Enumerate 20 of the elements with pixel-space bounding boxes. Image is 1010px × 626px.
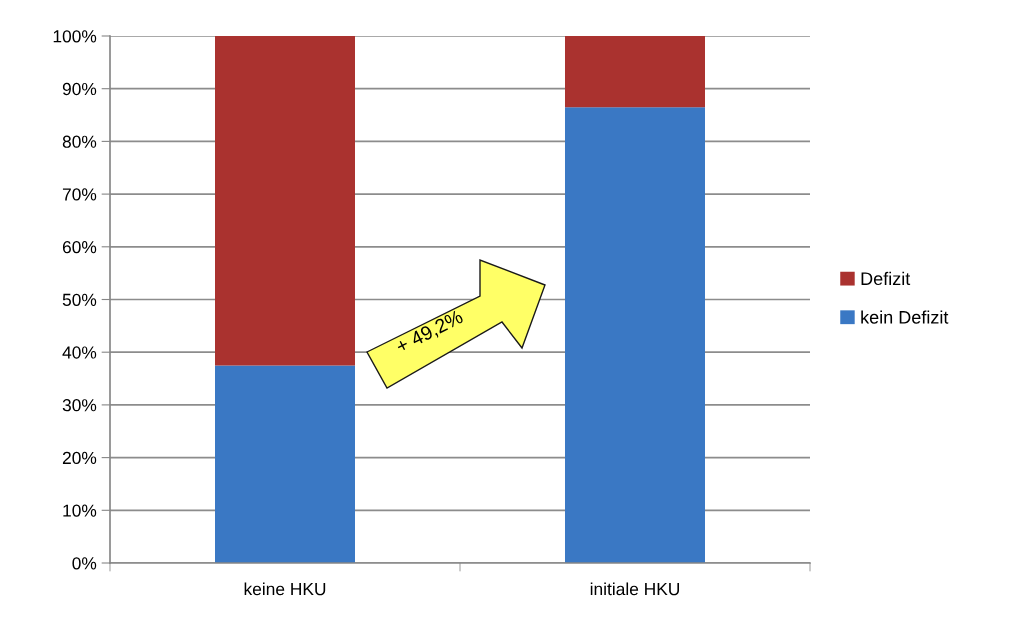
legend-label: Defizit <box>861 271 911 286</box>
annotation: + 49,2% <box>394 309 465 356</box>
y-tick-label: 0% <box>72 557 97 570</box>
y-tick-label: 30% <box>62 399 97 412</box>
y-tick-label: 100% <box>53 30 97 43</box>
y-tick-label: 50% <box>62 293 97 306</box>
y-tick-label: 40% <box>62 346 97 359</box>
bar <box>565 36 705 108</box>
legend-label: kein Defizit <box>861 310 949 324</box>
y-tick-label: 90% <box>62 82 97 96</box>
x-tick-label: keine HKU <box>244 582 326 596</box>
bar <box>215 36 355 366</box>
y-tick-label: 70% <box>62 188 97 201</box>
y-tick-label: 80% <box>62 135 97 148</box>
y-tick-label: 20% <box>62 451 97 465</box>
bar <box>565 107 705 563</box>
bar <box>215 365 355 563</box>
y-tick-label: 60% <box>62 240 97 254</box>
x-tick-label: initiale HKU <box>590 582 680 596</box>
y-tick-label: 10% <box>63 504 97 517</box>
